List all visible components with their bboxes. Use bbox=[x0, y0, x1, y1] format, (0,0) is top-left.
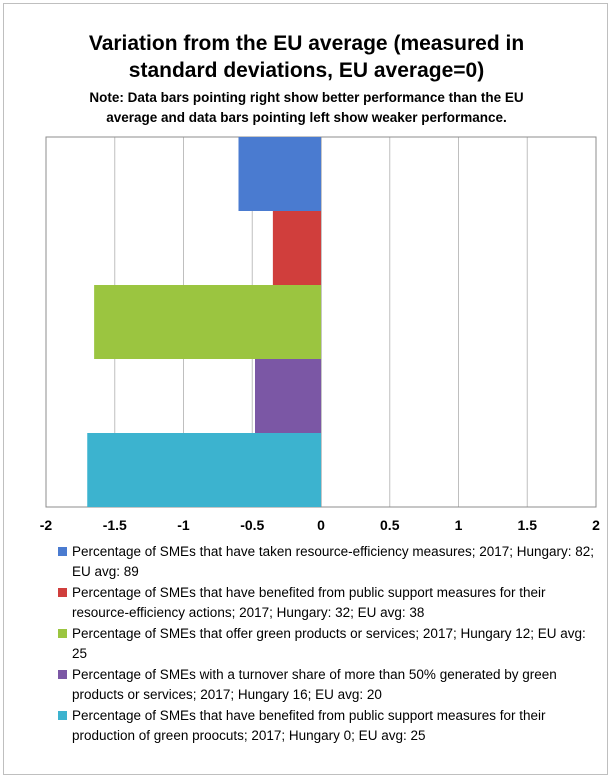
x-tick-label: 1 bbox=[455, 517, 463, 533]
legend-label: Percentage of SMEs that have benefited f… bbox=[72, 708, 546, 743]
legend-label: Percentage of SMEs that have taken resou… bbox=[72, 544, 595, 579]
chart-title: Variation from the EU average (measured … bbox=[0, 30, 613, 84]
legend-item: Percentage of SMEs that have taken resou… bbox=[58, 542, 598, 581]
bar bbox=[87, 433, 321, 507]
legend: Percentage of SMEs that have taken resou… bbox=[58, 542, 598, 747]
x-tick-label: 0 bbox=[317, 517, 325, 533]
x-tick-label: 2 bbox=[592, 517, 600, 533]
x-tick-label: -1 bbox=[177, 517, 190, 533]
bar bbox=[255, 359, 321, 433]
legend-item: Percentage of SMEs with a turnover share… bbox=[58, 665, 598, 704]
chart-subtitle-line-1: Note: Data bars pointing right show bett… bbox=[89, 90, 524, 105]
x-tick-label: -0.5 bbox=[240, 517, 264, 533]
legend-item: Percentage of SMEs that have benefited f… bbox=[58, 706, 598, 745]
legend-swatch bbox=[58, 711, 67, 720]
x-tick-label: 0.5 bbox=[380, 517, 400, 533]
legend-swatch bbox=[58, 629, 67, 638]
bar bbox=[238, 137, 321, 211]
legend-label: Percentage of SMEs with a turnover share… bbox=[72, 667, 557, 702]
chart-subtitle: Note: Data bars pointing right show bett… bbox=[20, 88, 593, 128]
chart-subtitle-line-2: average and data bars pointing left show… bbox=[106, 110, 507, 125]
x-tick-label: -2 bbox=[40, 517, 53, 533]
legend-label: Percentage of SMEs that offer green prod… bbox=[72, 626, 586, 661]
bars bbox=[87, 137, 321, 507]
legend-item: Percentage of SMEs that offer green prod… bbox=[58, 624, 598, 663]
x-axis-tick-labels: -2 -1.5 -1 -0.5 0 0.5 1 1.5 2 bbox=[40, 517, 600, 533]
legend-swatch bbox=[58, 547, 67, 556]
legend-swatch bbox=[58, 670, 67, 679]
chart-title-line-2: standard deviations, EU average=0) bbox=[128, 59, 485, 82]
bar bbox=[94, 285, 321, 359]
bar bbox=[272, 211, 321, 285]
x-tick-label: 1.5 bbox=[518, 517, 538, 533]
legend-label: Percentage of SMEs that have benefited f… bbox=[72, 585, 546, 620]
chart-title-line-1: Variation from the EU average (measured … bbox=[88, 32, 525, 55]
x-tick-label: -1.5 bbox=[103, 517, 127, 533]
legend-swatch bbox=[58, 588, 67, 597]
legend-item: Percentage of SMEs that have benefited f… bbox=[58, 583, 598, 622]
